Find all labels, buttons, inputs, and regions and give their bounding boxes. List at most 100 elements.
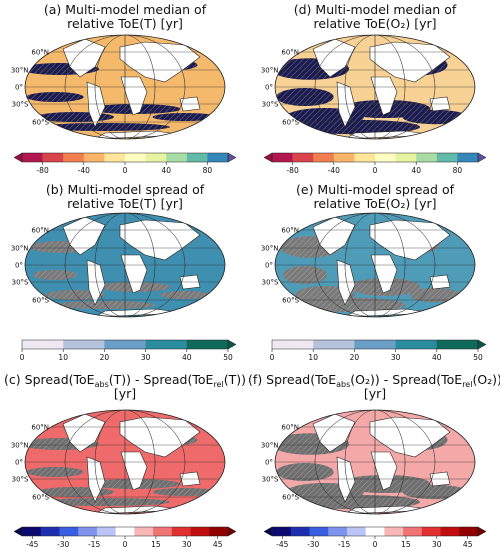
colorbar-tick-label: -30: [57, 540, 69, 549]
hatch: [276, 88, 334, 106]
hatch: [152, 113, 218, 121]
colorbar-bin: [22, 527, 42, 536]
colorbar-bin: [436, 153, 458, 162]
graticule: [314, 213, 436, 317]
colorbar-tick-label: -15: [88, 540, 100, 549]
subscript: rel: [213, 380, 223, 389]
lat-label: 60°S: [32, 297, 49, 305]
graticule: [344, 410, 406, 514]
title-text: relative ToE(O₂) [yr]: [313, 16, 436, 31]
title-text: (O₂)): [472, 372, 500, 387]
colorbar-extend: [13, 152, 23, 163]
title-text: relative ToE(T) [yr]: [67, 196, 183, 211]
map: [275, 410, 475, 514]
colorbar-bin: [333, 153, 355, 162]
hatch: [276, 463, 334, 481]
hatch: [40, 123, 170, 131]
continent: [370, 254, 398, 294]
lat-label: 0°: [265, 262, 273, 270]
colorbar-bin: [134, 527, 154, 536]
map: [25, 213, 225, 317]
title-text: (d) Multi-model median of: [294, 2, 457, 17]
lat-label: 60°N: [31, 49, 49, 57]
colorbar-bin: [328, 527, 348, 536]
colorbar-bin: [63, 153, 85, 162]
colorbar-bin: [375, 153, 396, 162]
colorbar-tick-label: 40: [161, 166, 171, 175]
title-text: (e) Multi-model spread of: [296, 182, 455, 197]
colorbar-tick-label: 80: [453, 166, 463, 175]
hatch: [26, 467, 84, 477]
map-border: [274, 409, 476, 515]
colorbar-tick-label: 15: [151, 540, 161, 549]
colorbar-bin: [421, 527, 441, 536]
panel-title: (a) Multi-model median of: [44, 2, 207, 17]
colorbar-frame: [271, 339, 479, 350]
continent: [370, 451, 398, 491]
colorbar-bin: [59, 527, 79, 536]
colorbar-bin: [365, 527, 385, 536]
colorbar-bin: [83, 153, 105, 162]
colorbar-tick-label: 15: [401, 540, 411, 549]
colorbar-tick-label: 30: [141, 353, 151, 362]
colorbar-bin: [104, 153, 126, 162]
panel-title: [yr]: [114, 386, 136, 401]
colorbar-tick-label: 80: [203, 166, 213, 175]
subscript: rel: [462, 380, 472, 389]
lat-label: 30°S: [12, 279, 29, 287]
lat-label: 60°S: [32, 494, 49, 502]
colorbar-bin: [190, 527, 210, 536]
hatch: [305, 297, 405, 313]
colorbar-bin: [313, 153, 335, 162]
colorbar-bin: [272, 527, 292, 536]
colorbar-tick-label: 0: [373, 166, 378, 175]
colorbar-tick-label: 0: [123, 166, 128, 175]
lat-label: 60°N: [281, 49, 299, 57]
colorbar-bin: [416, 153, 438, 162]
hatch: [290, 494, 420, 510]
colorbar-tick-label: 10: [58, 353, 68, 362]
colorbar-tick-label: -45: [276, 540, 288, 549]
lat-label: 60°N: [281, 424, 299, 432]
graticule: [64, 213, 186, 317]
lat-label: 0°: [15, 459, 23, 467]
lat-label: 0°: [265, 84, 273, 92]
title-text: [yr]: [364, 386, 386, 401]
colorbar-tick-label: 40: [182, 353, 192, 362]
colorbar-tick-label: 0: [270, 353, 275, 362]
subscript: abs: [336, 380, 350, 389]
lat-label: 30°N: [11, 245, 29, 253]
colorbar-tick-label: -40: [328, 166, 340, 175]
hatch: [152, 488, 218, 496]
graticule: [314, 35, 436, 139]
lat-label: 0°: [15, 84, 23, 92]
lat-label: 30°N: [11, 67, 29, 75]
title-text: relative ToE(T) [yr]: [67, 16, 183, 31]
panel-title: relative ToE(T) [yr]: [67, 196, 183, 211]
colorbar-bin: [104, 340, 146, 349]
colorbar-bin: [272, 340, 314, 349]
colorbar-tick-label: 50: [223, 353, 233, 362]
continent: [370, 76, 398, 116]
colorbar-bin: [125, 153, 146, 162]
continent: [120, 76, 148, 116]
lat-label: 60°S: [282, 297, 299, 305]
colorbar-extend: [263, 152, 273, 163]
colorbar-extend: [227, 339, 237, 350]
colorbar-bin: [440, 527, 460, 536]
lat-label: 30°N: [11, 442, 29, 450]
title-text: [yr]: [114, 386, 136, 401]
panel-title: (e) Multi-model spread of: [296, 182, 455, 197]
colorbar-bin: [457, 153, 479, 162]
colorbar-extend: [13, 526, 23, 537]
colorbar-tick-label: 0: [373, 540, 378, 549]
colorbar-bin: [186, 340, 229, 349]
colorbar-bin: [354, 153, 376, 162]
panel-title: relative ToE(T) [yr]: [67, 16, 183, 31]
colorbar-extend: [477, 526, 487, 537]
title-text: (a) Multi-model median of: [44, 2, 207, 17]
title-text: (T)) - Spread(ToE: [109, 372, 214, 387]
map-border: [274, 34, 476, 140]
